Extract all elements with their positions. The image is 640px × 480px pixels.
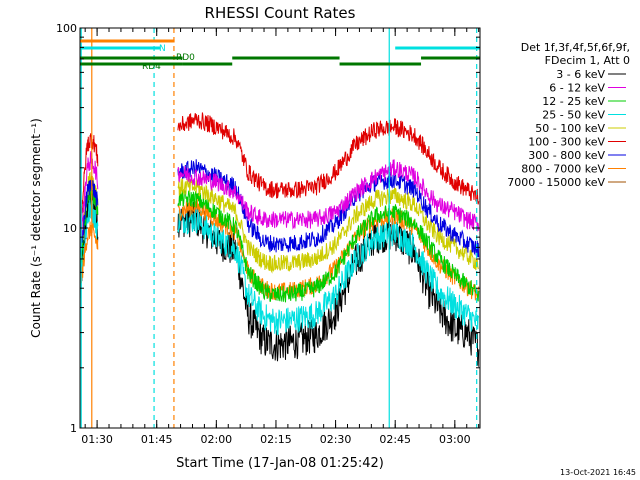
series-1-line xyxy=(79,151,99,250)
x-tick-label: 03:00 xyxy=(439,433,471,446)
y-tick-label: 10 xyxy=(63,222,77,235)
x-tick-label: 01:45 xyxy=(141,433,173,446)
legend-entry-label: 12 - 25 keV xyxy=(542,95,605,108)
x-tick-label: 02:30 xyxy=(320,433,352,446)
footer-timestamp: 13-Oct-2021 16:45 xyxy=(560,468,636,477)
x-tick-label: 01:30 xyxy=(81,433,113,446)
y-tick-label: 1 xyxy=(70,422,77,435)
legend-header-line: FDecim 1, Att 0 xyxy=(545,54,630,67)
series-1-line xyxy=(177,159,480,232)
legend-entry-label: 50 - 100 keV xyxy=(535,122,605,135)
series-6-line xyxy=(79,179,99,255)
legend-entry-label: 7000 - 15000 keV xyxy=(507,176,605,189)
chart-title: RHESSI Count Rates xyxy=(205,4,356,22)
flag-label-1: N xyxy=(159,44,166,54)
series-5-trace xyxy=(79,112,480,233)
series-4-line xyxy=(177,178,480,274)
series-7-line xyxy=(79,221,99,289)
x-tick-label: 02:15 xyxy=(260,433,292,446)
series-5-line xyxy=(79,133,99,233)
series-7-trace xyxy=(79,197,480,301)
plot-area: N RD0 RD4 1 10 100 01:30 01:45 02:00 02:15 02:30 02… xyxy=(56,22,481,446)
x-axis-label: Start Time (17-Jan-08 01:25:42) xyxy=(176,456,384,471)
y-tick-label: 100 xyxy=(56,22,77,35)
legend-entry-label: 800 - 7000 keV xyxy=(521,163,605,176)
x-tick-label: 02:45 xyxy=(379,433,411,446)
series-5-line xyxy=(177,112,480,205)
legend-entry-label: 300 - 800 keV xyxy=(528,149,605,162)
series-3-line xyxy=(177,208,480,336)
series-0-line xyxy=(177,201,480,368)
legend-entry-label: 100 - 300 keV xyxy=(528,136,605,149)
series-2-line xyxy=(177,189,480,303)
flag-label-3: RD4 xyxy=(142,62,161,72)
series-1-trace xyxy=(79,151,480,250)
legend-entry-label: 6 - 12 keV xyxy=(549,82,605,95)
x-tick-label: 02:00 xyxy=(200,433,232,446)
legend: Det 1f,3f,4f,5f,6f,9f,FDecim 1, Att 03 -… xyxy=(507,41,630,189)
series-7-line xyxy=(177,197,480,301)
legend-entry-label: 25 - 50 keV xyxy=(542,109,605,122)
y-axis-label: Count Rate (s⁻¹ detector segment⁻¹) xyxy=(29,118,43,338)
legend-entry-label: 3 - 6 keV xyxy=(556,68,605,81)
legend-header-line: Det 1f,3f,4f,5f,6f,9f, xyxy=(521,41,630,54)
flag-label-2: RD0 xyxy=(176,53,195,63)
